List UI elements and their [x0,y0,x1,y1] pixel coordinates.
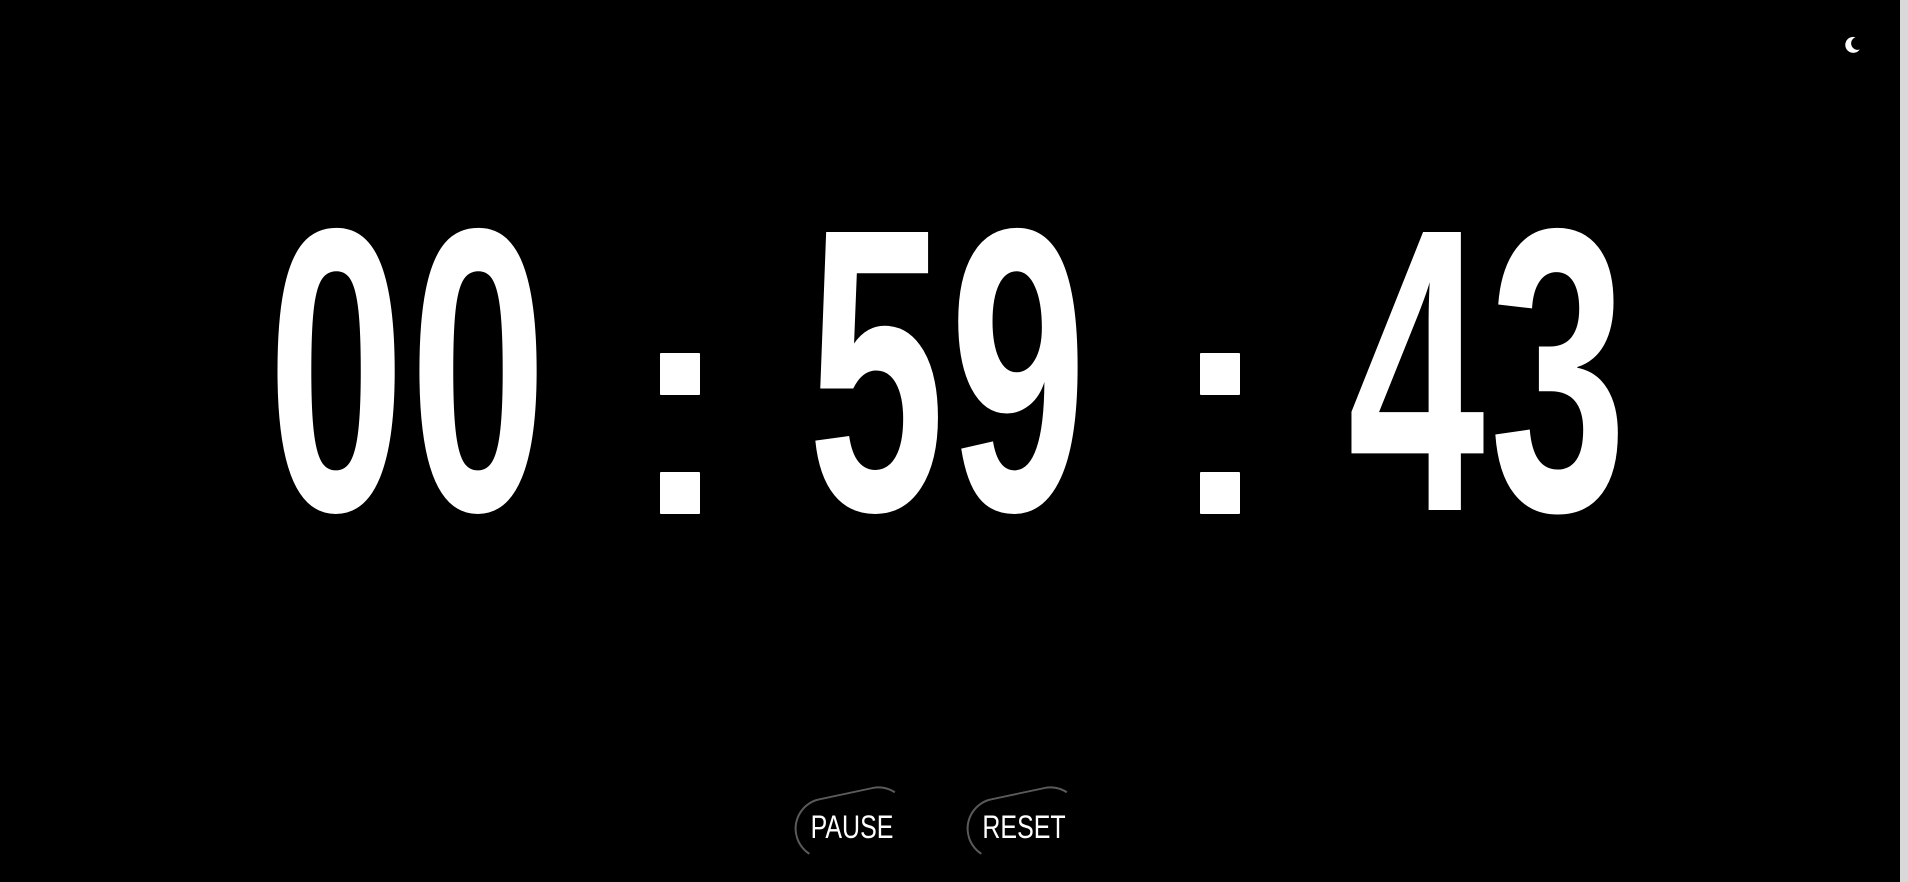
pause-button-label: PAUSE [810,809,894,845]
timer-display: 00 59 43 [150,144,1750,596]
colon-separator [580,170,780,570]
reset-button[interactable]: RESET [960,780,1088,866]
reset-button-label: RESET [982,809,1066,845]
minutes-group: 59 [780,144,1120,596]
seconds-digits: 43 [1348,144,1632,596]
theme-toggle-button[interactable] [1840,33,1864,57]
colon-dot-bottom [1200,472,1240,514]
hours-group: 00 [240,144,580,596]
moon-icon [1845,36,1860,53]
seconds-group: 43 [1320,144,1660,596]
timer-controls: PAUSE RESET [788,780,1120,866]
pause-button[interactable]: PAUSE [788,780,916,866]
minutes-digits: 59 [808,144,1092,596]
colon-separator [1120,170,1320,570]
scrollbar[interactable] [1900,0,1908,882]
hours-digits: 00 [268,144,552,596]
colon-dot-top [660,353,700,395]
colon-dot-bottom [660,472,700,514]
colon-dot-top [1200,353,1240,395]
